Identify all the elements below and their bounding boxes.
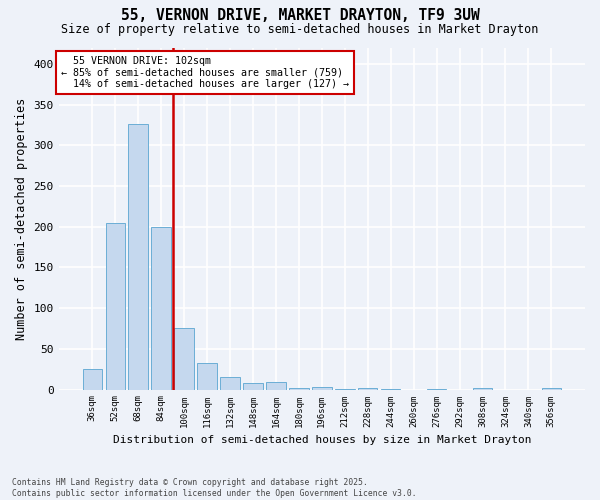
Bar	[266, 382, 286, 390]
Bar	[83, 369, 102, 390]
Bar	[473, 388, 492, 390]
Text: 55 VERNON DRIVE: 102sqm
← 85% of semi-detached houses are smaller (759)
  14% of: 55 VERNON DRIVE: 102sqm ← 85% of semi-de…	[61, 56, 349, 90]
Bar	[197, 362, 217, 390]
Bar	[128, 124, 148, 390]
Bar	[381, 388, 400, 390]
Text: Size of property relative to semi-detached houses in Market Drayton: Size of property relative to semi-detach…	[61, 22, 539, 36]
Bar	[289, 388, 308, 390]
Text: Contains HM Land Registry data © Crown copyright and database right 2025.
Contai: Contains HM Land Registry data © Crown c…	[12, 478, 416, 498]
Bar	[243, 383, 263, 390]
Bar	[151, 226, 171, 390]
Bar	[358, 388, 377, 390]
Bar	[175, 328, 194, 390]
Bar	[106, 224, 125, 390]
Bar	[542, 388, 561, 390]
X-axis label: Distribution of semi-detached houses by size in Market Drayton: Distribution of semi-detached houses by …	[113, 435, 531, 445]
Bar	[220, 378, 240, 390]
Bar	[312, 387, 332, 390]
Text: 55, VERNON DRIVE, MARKET DRAYTON, TF9 3UW: 55, VERNON DRIVE, MARKET DRAYTON, TF9 3U…	[121, 8, 479, 22]
Y-axis label: Number of semi-detached properties: Number of semi-detached properties	[15, 98, 28, 340]
Bar	[335, 388, 355, 390]
Bar	[427, 388, 446, 390]
